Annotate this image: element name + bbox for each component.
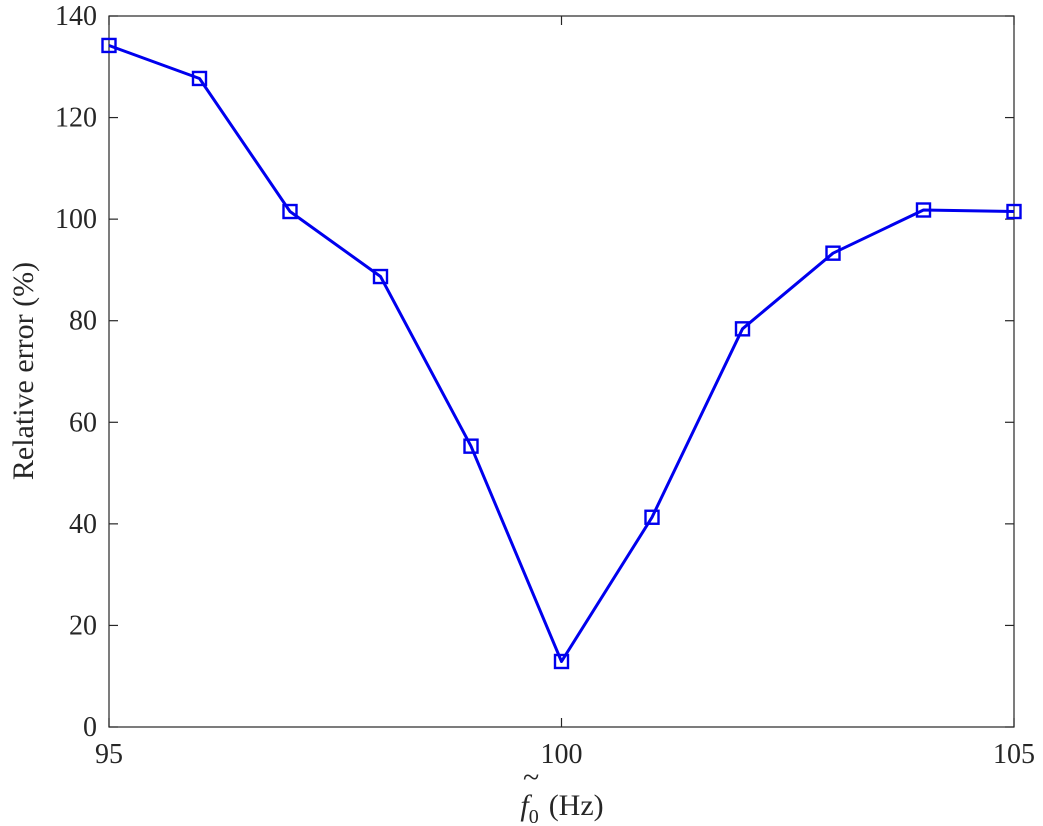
- x-axis-label-unit: (Hz): [549, 789, 604, 822]
- data-point: [463, 438, 479, 454]
- y-tick-label: 100: [55, 204, 97, 235]
- y-tick-label: 0: [83, 712, 97, 743]
- series-line: [108, 44, 1015, 663]
- series-layer: [101, 37, 1022, 670]
- data-point: [644, 509, 660, 525]
- data-point: [915, 202, 932, 218]
- y-tick-label: 20: [69, 610, 97, 641]
- y-tick-label: 40: [69, 509, 97, 540]
- y-tick-label: 80: [69, 306, 97, 337]
- plot-area: [108, 15, 1015, 728]
- y-axis-label: Relative error (%): [7, 262, 40, 480]
- data-point: [282, 203, 298, 220]
- x-axis-label-subscript: 0: [529, 806, 539, 826]
- y-tick-label: 140: [55, 1, 97, 32]
- data-point: [553, 653, 570, 670]
- data-point: [372, 268, 389, 285]
- y-tick-label: 120: [55, 103, 97, 134]
- x-tick-label: 100: [541, 739, 583, 770]
- data-point: [734, 321, 751, 337]
- y-axis-ticks: 0 20 40 60 80 100 120 140: [55, 1, 1014, 743]
- data-point: [101, 37, 117, 54]
- x-axis-ticks: 95 100 105: [95, 16, 1035, 770]
- x-axis-label-tilde: ~: [523, 761, 539, 794]
- x-axis-label: f0 (Hz): [520, 789, 603, 826]
- y-tick-label: 60: [69, 407, 97, 438]
- data-point: [1006, 203, 1022, 220]
- x-tick-label: 95: [95, 739, 123, 770]
- data-point: [191, 70, 208, 87]
- data-point: [825, 245, 841, 261]
- x-tick-label: 105: [993, 739, 1035, 770]
